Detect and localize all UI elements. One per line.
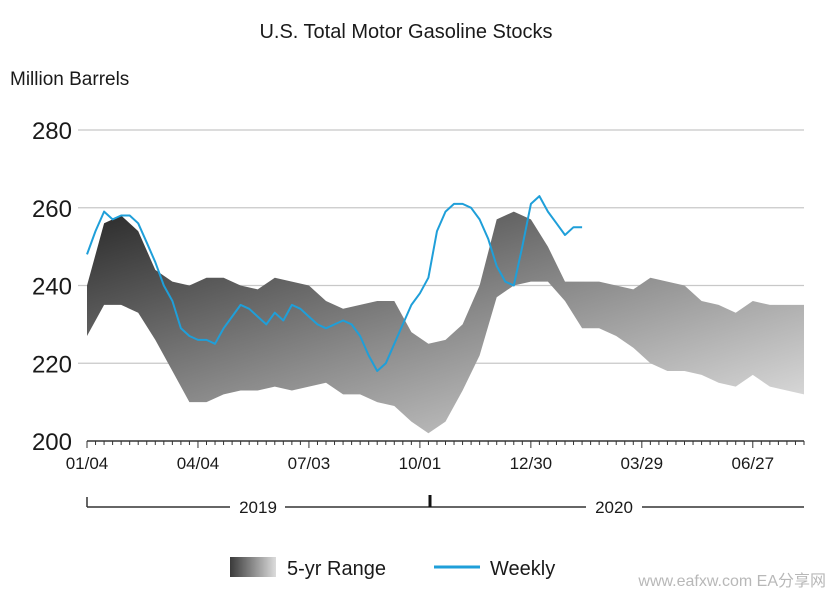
y-axis-unit-label: Million Barrels [10, 69, 129, 90]
weekly-line-group [86, 195, 583, 372]
range-area-group [87, 211, 804, 434]
year-bracket: 2019 2020 [86, 495, 804, 517]
x-tick-label: 04/04 [177, 454, 220, 473]
watermark: www.eafxw.com EA分享网 [637, 572, 826, 590]
weekly-line [86, 195, 583, 372]
legend-range-label: 5-yr Range [287, 558, 386, 580]
chart-title: U.S. Total Motor Gasoline Stocks [259, 21, 552, 43]
x-tick-label: 10/01 [399, 454, 442, 473]
x-tick-labels: 01/0404/0407/0310/0112/3003/2906/2709/25… [66, 454, 775, 473]
year-label-2019: 2019 [239, 498, 277, 517]
y-tick-label: 260 [32, 196, 72, 223]
legend-weekly-label: Weekly [490, 558, 555, 580]
x-tick-label: 07/03 [288, 454, 331, 473]
x-tick-label: 12/30 [510, 454, 553, 473]
range-area [87, 211, 804, 434]
y-tick-label: 240 [32, 274, 72, 301]
y-tick-label: 200 [32, 429, 72, 456]
x-axis [86, 440, 805, 448]
year-label-2020: 2020 [595, 498, 633, 517]
y-axis: 200 220 240 260 280 [32, 118, 72, 456]
y-tick-label: 220 [32, 351, 72, 378]
x-tick-label: 06/27 [732, 454, 775, 473]
y-tick-label: 280 [32, 118, 72, 145]
legend: 5-yr Range Weekly [230, 557, 555, 580]
legend-range-swatch [230, 557, 276, 577]
x-tick-label: 01/04 [66, 454, 109, 473]
x-tick-label: 03/29 [621, 454, 664, 473]
